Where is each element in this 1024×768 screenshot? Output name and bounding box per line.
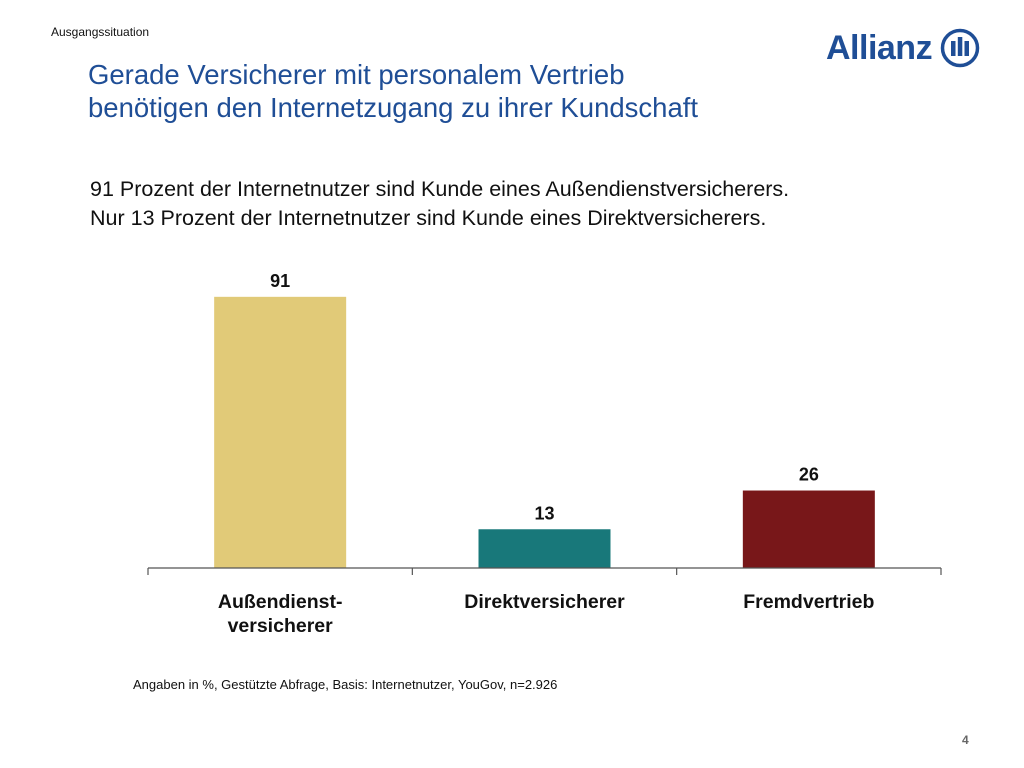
page-title-line-1: Gerade Versicherer mit personalem Vertri… <box>88 59 625 90</box>
section-label: Ausgangssituation <box>51 25 150 39</box>
data-label-1: 91 <box>270 271 290 291</box>
category-label-3: Fremdvertrieb <box>743 591 875 613</box>
page-title-line-2: benötigen den Internetzugang zu ihrer Ku… <box>88 92 699 123</box>
category-label-1: Außendienst-versicherer <box>217 591 343 638</box>
category-label-2: Direktversicherer <box>464 591 625 613</box>
bar-2 <box>478 529 611 568</box>
page-title: Gerade Versicherer mit personalem Vertri… <box>88 58 698 124</box>
page-number: 4 <box>962 733 969 747</box>
allianz-logo: Allianz <box>826 28 980 68</box>
subtitle: 91 Prozent der Internetnutzer sind Kunde… <box>90 175 789 233</box>
subtitle-line-1: 91 Prozent der Internetnutzer sind Kunde… <box>90 177 790 201</box>
data-label-2: 13 <box>534 503 554 523</box>
bar-3 <box>742 490 875 568</box>
bar-1 <box>214 296 347 568</box>
subtitle-line-2: Nur 13 Prozent der Internetnutzer sind K… <box>90 206 767 231</box>
footnote: Angaben in %, Gestützte Abfrage, Basis: … <box>133 677 558 692</box>
allianz-eagle-icon <box>940 28 980 68</box>
logo-text: Allianz <box>826 28 933 67</box>
data-label-3: 26 <box>799 465 819 485</box>
